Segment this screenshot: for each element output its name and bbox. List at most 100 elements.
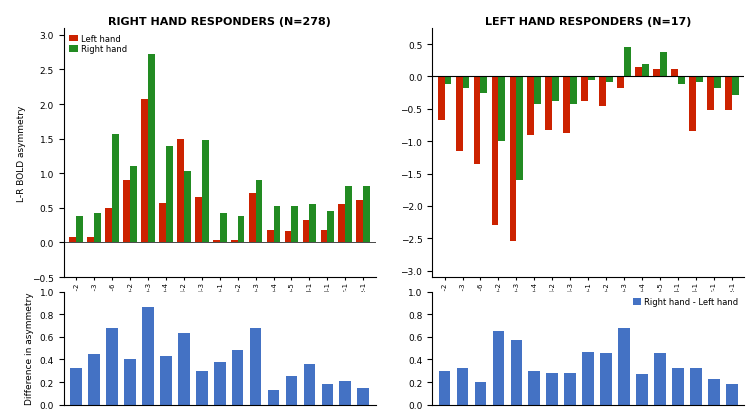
Bar [177,139,184,243]
Bar [268,390,279,405]
Bar [195,198,202,243]
Bar [285,231,292,243]
Bar [340,381,351,405]
Bar [304,364,315,405]
Bar [491,77,498,226]
Bar [292,207,298,243]
Bar [678,77,684,85]
Bar [439,371,450,405]
Y-axis label: L-R BOLD asymmetry: L-R BOLD asymmetry [17,105,26,201]
Bar [124,360,136,405]
Bar [220,214,227,243]
Bar [671,69,678,77]
Bar [547,373,558,405]
Bar [534,77,541,105]
Bar [527,77,534,135]
Bar [725,77,732,111]
Bar [732,77,738,95]
Bar [653,69,660,77]
Bar [636,374,648,405]
Bar [563,77,570,134]
Bar [689,77,696,132]
Bar [552,77,559,102]
Bar [184,172,191,243]
Bar [475,382,486,405]
Bar [493,331,504,405]
Bar [462,77,469,89]
Legend: Right hand - Left hand: Right hand - Left hand [631,296,740,308]
Bar [444,77,451,85]
Bar [672,368,684,405]
Bar [250,328,261,405]
Bar [94,214,101,243]
Bar [564,373,576,405]
Bar [142,308,154,405]
Bar [660,53,666,77]
Bar [357,200,364,243]
Bar [148,55,155,243]
Bar [286,377,297,405]
Bar [76,217,83,243]
Legend: Left hand, Right hand: Left hand, Right hand [68,33,129,56]
Bar [582,351,594,405]
Bar [581,77,588,102]
Bar [599,77,606,106]
Bar [588,77,595,81]
Bar [358,388,369,405]
Bar [70,368,82,405]
Bar [159,204,166,243]
Bar [438,77,444,121]
Title: LEFT HAND RESPONDERS (N=17): LEFT HAND RESPONDERS (N=17) [485,17,691,27]
Bar [238,217,245,243]
Bar [516,77,523,180]
Bar [88,354,100,405]
Bar [618,328,630,405]
Bar [456,77,462,152]
Bar [457,368,468,405]
Title: RIGHT HAND RESPONDERS (N=278): RIGHT HAND RESPONDERS (N=278) [108,17,331,27]
Bar [635,68,642,77]
Bar [654,353,666,405]
Bar [328,212,334,243]
Bar [511,340,522,405]
Bar [256,181,263,243]
Bar [570,77,577,105]
Bar [141,99,148,243]
Bar [202,141,209,243]
Bar [529,371,540,405]
Bar [88,237,94,243]
Bar [274,207,280,243]
Bar [214,362,226,405]
Bar [267,230,274,243]
Bar [346,186,352,243]
Bar [196,371,208,405]
Bar [708,379,720,405]
Bar [321,230,328,243]
Bar [178,334,190,405]
Bar [112,135,119,243]
Bar [707,77,714,111]
Bar [166,146,173,243]
Bar [606,77,613,83]
Bar [123,181,130,243]
Bar [545,77,552,130]
Bar [726,385,738,405]
Bar [473,77,480,164]
Bar [70,237,76,243]
Bar [232,351,244,405]
Bar [106,328,118,405]
Bar [696,77,702,83]
Bar [339,205,346,243]
Bar [498,77,505,142]
Bar [509,77,516,242]
Bar [231,241,238,243]
Bar [303,221,310,243]
Bar [160,356,172,405]
Bar [130,167,137,243]
Bar [249,193,256,243]
Bar [642,64,649,77]
Bar [364,186,370,243]
Y-axis label: Difference in asymmetry: Difference in asymmetry [25,292,34,404]
Bar [617,77,624,89]
Bar [600,353,612,405]
